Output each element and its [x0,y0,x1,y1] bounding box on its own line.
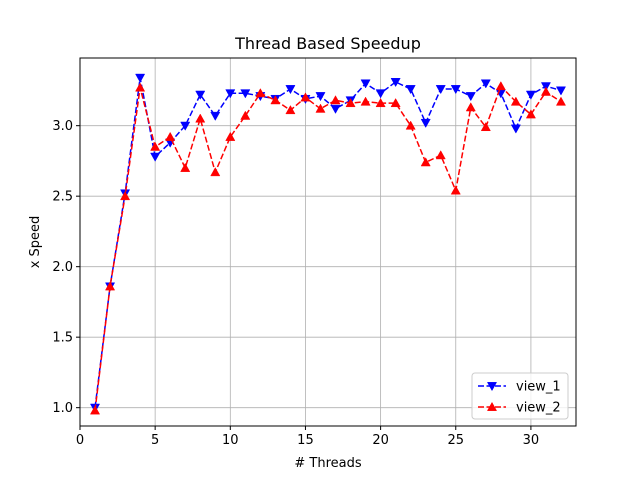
data-point-view_1 [150,152,161,162]
data-point-view_2 [180,162,191,172]
x-axis-label: # Threads [294,456,361,471]
data-point-view_2 [285,105,296,115]
data-point-view_2 [450,185,461,195]
data-point-view_2 [420,157,431,167]
data-point-view_2 [495,81,506,91]
data-point-view_2 [465,102,476,112]
data-point-view_1 [420,118,431,128]
x-tick-label: 30 [523,433,540,448]
x-tick-label: 20 [372,433,389,448]
data-point-view_1 [525,90,536,100]
data-point-view_1 [540,82,551,92]
chart-title: Thread Based Speedup [234,34,421,53]
data-point-view_1 [195,90,206,100]
data-point-view_1 [315,92,326,102]
legend-label-view_1: view_1 [516,380,561,395]
data-point-view_1 [210,111,221,121]
data-point-view_2 [540,86,551,96]
data-point-view_2 [360,96,371,106]
data-point-view_1 [555,86,566,96]
y-tick-label: 1.0 [52,401,73,416]
x-tick-label: 0 [76,433,84,448]
data-point-view_2 [105,281,116,291]
data-point-view_1 [360,79,371,89]
data-point-view_2 [435,150,446,160]
data-point-view_2 [195,113,206,123]
legend-label-view_2: view_2 [516,401,561,416]
data-point-view_2 [525,109,536,119]
plot-frame [79,57,577,427]
y-tick-label: 3.0 [52,119,73,134]
x-tick-label: 10 [222,433,239,448]
data-point-view_2 [240,110,251,120]
data-point-view_2 [225,131,236,141]
data-point-view_2 [480,121,491,132]
x-tick-label: 25 [447,433,464,448]
legend-marker-view_1 [486,382,498,392]
y-axis-label: x Speed [28,216,43,269]
data-point-view_2 [315,103,326,113]
data-point-view_2 [300,92,311,102]
data-point-view_2 [255,88,266,98]
y-tick-label: 2.5 [52,190,73,205]
series-view_2 [90,81,566,415]
data-point-view_1 [435,85,446,95]
data-point-view_1 [510,124,521,134]
data-point-view_2 [555,96,566,106]
data-point-view_2 [330,95,341,105]
data-point-view_1 [330,104,341,114]
data-point-view_2 [510,96,521,106]
data-point-view_1 [405,85,416,95]
data-point-view_1 [480,79,491,89]
grid [79,58,576,426]
data-point-view_2 [390,98,401,108]
data-point-view_2 [375,98,386,108]
data-point-view_1 [390,78,401,88]
series-layer [90,73,566,415]
ticks: 0 5 10 15 20 25 30 1.0 1.5 2.0 2.5 3.0 [52,119,539,448]
data-point-view_1 [225,89,236,99]
data-point-view_2 [165,131,176,141]
data-point-view_1 [465,92,476,102]
data-point-view_2 [345,98,356,108]
data-point-view_1 [450,85,461,95]
data-point-view_1 [180,121,191,131]
data-point-view_2 [270,95,281,105]
data-point-view_1 [135,73,146,83]
x-tick-label: 5 [151,433,159,448]
legend: view_1 view_2 [471,372,569,420]
x-tick-label: 15 [297,433,314,448]
y-tick-label: 1.5 [52,331,73,346]
data-point-view_2 [405,120,416,130]
data-point-view_2 [90,405,101,415]
legend-marker-view_2 [486,401,498,411]
data-point-view_1 [375,89,386,99]
y-tick-label: 2.0 [52,260,73,275]
data-point-view_1 [285,85,296,95]
data-point-view_2 [150,141,161,151]
data-point-view_1 [240,89,251,99]
series-line-view_2 [94,84,562,411]
data-point-view_2 [210,167,221,177]
data-point-view_2 [120,191,131,201]
data-point-view_2 [135,82,146,92]
